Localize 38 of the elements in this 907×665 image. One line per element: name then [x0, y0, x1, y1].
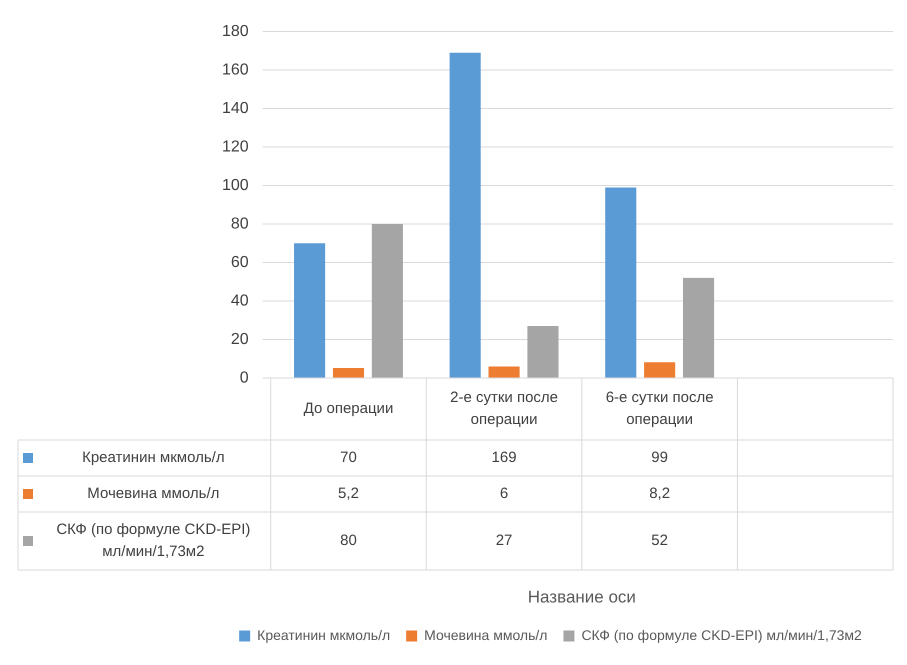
y-tick-label: 180: [222, 23, 249, 40]
bar: [450, 52, 481, 378]
data-label: 8,2: [649, 485, 670, 502]
text: Название оси: [528, 588, 636, 607]
data-label: 80: [340, 532, 357, 550]
data-label: 52: [651, 532, 668, 550]
data-label: 5,2: [338, 485, 359, 502]
data-label: 169: [492, 449, 517, 466]
y-tick-label: 0: [240, 369, 249, 386]
bar: [527, 326, 559, 378]
bar: [605, 187, 636, 378]
y-tick-label: 120: [222, 138, 249, 156]
text: СКФ (по формуле CKD-EPI) мл/мин/1,73м2: [581, 626, 862, 643]
text: Креатинин мкмоль/л: [82, 449, 225, 466]
data-label: 99: [651, 449, 668, 466]
y-tick-label: 160: [222, 61, 249, 78]
text: Мочевина ммоль/л: [87, 485, 220, 502]
data-label: 27: [496, 532, 512, 550]
y-tick-label: 140: [222, 100, 249, 117]
data-label: 6: [500, 485, 508, 502]
x-tick-label: 2-е сутки после операции: [450, 389, 558, 428]
bar: [332, 368, 364, 378]
x-tick-label: 6-е сутки после операции: [606, 389, 714, 428]
bar: [644, 362, 676, 378]
y-tick-label: 100: [222, 176, 249, 194]
legend-label: Мочевина ммоль/л: [424, 626, 548, 643]
y-tick-label: 20: [230, 330, 249, 348]
y-tick-label: 40: [230, 292, 249, 310]
x-tick-label: До операции: [304, 400, 394, 418]
legend-label: СКФ (по формуле CKD-EPI) мл/мин/1,73м2: [56, 521, 250, 560]
y-tick-label: 80: [230, 215, 249, 232]
bar: [372, 224, 403, 378]
y-tick-label: 60: [230, 254, 249, 271]
bar: [294, 243, 326, 378]
data-label: 70: [340, 449, 357, 466]
legend-label: Креатинин мкмоль/л: [257, 626, 390, 643]
bar: [682, 278, 714, 378]
bar: [488, 366, 520, 378]
